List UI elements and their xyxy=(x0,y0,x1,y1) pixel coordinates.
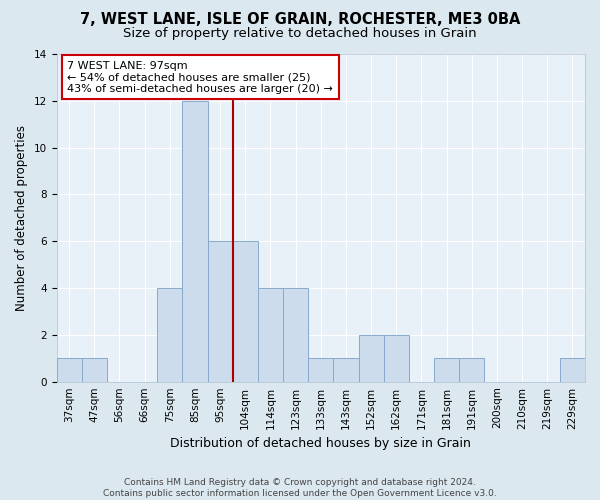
Bar xyxy=(56,358,82,382)
Bar xyxy=(82,358,107,382)
Bar xyxy=(233,241,258,382)
Bar xyxy=(434,358,459,382)
Bar xyxy=(208,241,233,382)
X-axis label: Distribution of detached houses by size in Grain: Distribution of detached houses by size … xyxy=(170,437,471,450)
Text: Size of property relative to detached houses in Grain: Size of property relative to detached ho… xyxy=(123,28,477,40)
Bar xyxy=(283,288,308,382)
Bar xyxy=(560,358,585,382)
Bar xyxy=(258,288,283,382)
Bar xyxy=(182,101,208,382)
Bar xyxy=(308,358,334,382)
Bar xyxy=(383,335,409,382)
Bar xyxy=(334,358,359,382)
Y-axis label: Number of detached properties: Number of detached properties xyxy=(15,125,28,311)
Text: 7, WEST LANE, ISLE OF GRAIN, ROCHESTER, ME3 0BA: 7, WEST LANE, ISLE OF GRAIN, ROCHESTER, … xyxy=(80,12,520,28)
Bar xyxy=(359,335,383,382)
Bar xyxy=(157,288,182,382)
Text: Contains HM Land Registry data © Crown copyright and database right 2024.
Contai: Contains HM Land Registry data © Crown c… xyxy=(103,478,497,498)
Text: 7 WEST LANE: 97sqm
← 54% of detached houses are smaller (25)
43% of semi-detache: 7 WEST LANE: 97sqm ← 54% of detached hou… xyxy=(67,60,333,94)
Bar xyxy=(459,358,484,382)
